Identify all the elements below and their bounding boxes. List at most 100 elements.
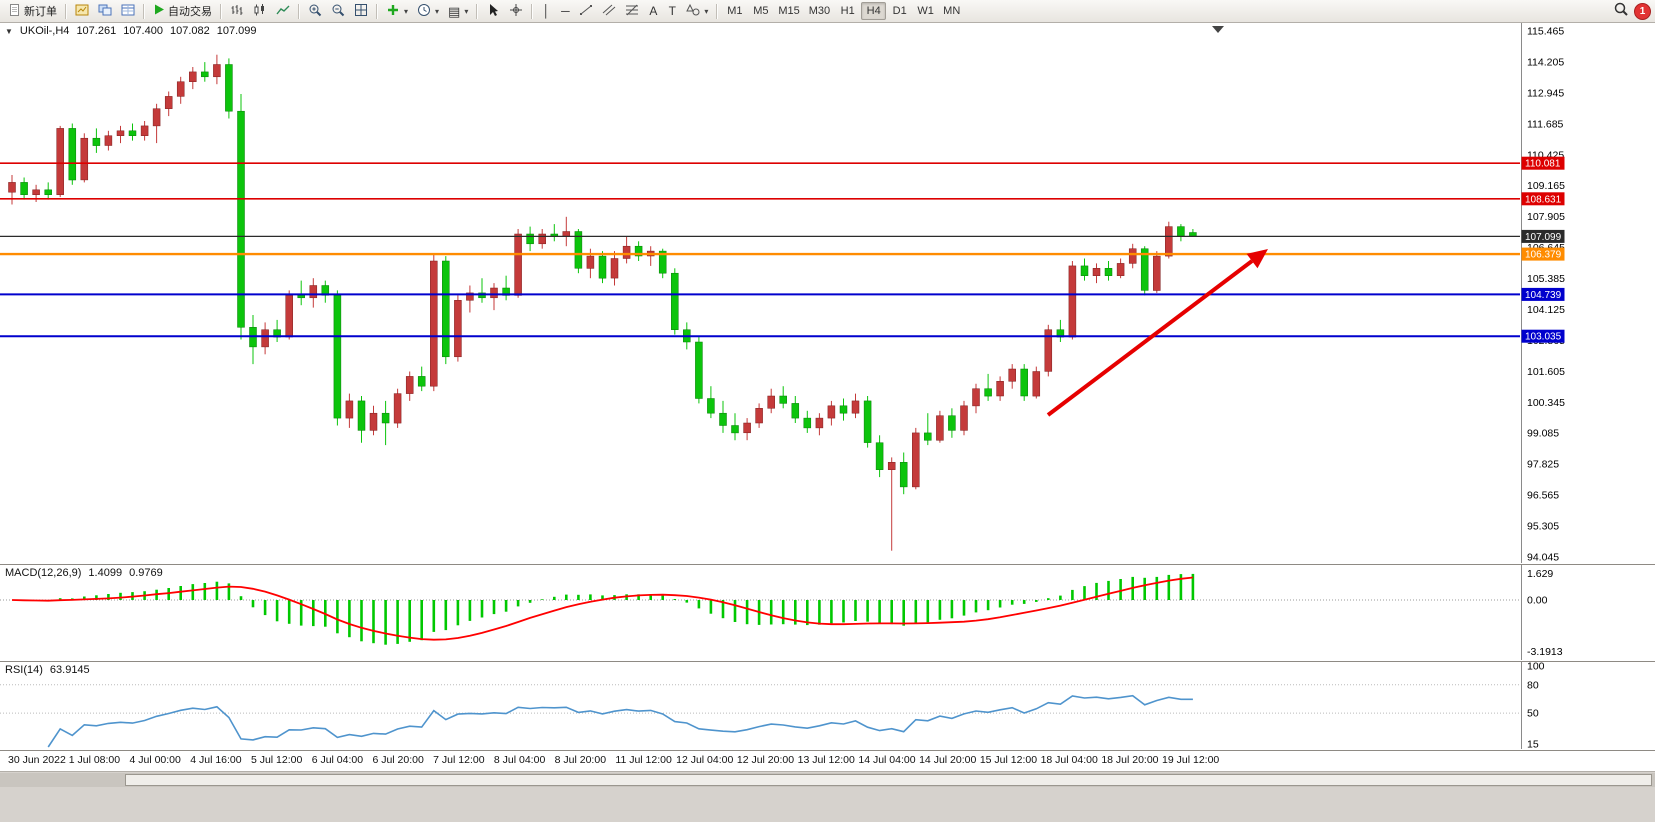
svg-text:109.165: 109.165 [1527,180,1565,192]
svg-text:100.345: 100.345 [1527,397,1565,409]
svg-text:-3.1913: -3.1913 [1527,646,1563,658]
svg-text:111.685: 111.685 [1527,118,1564,130]
line-chart-button[interactable] [272,2,294,20]
new-order-button[interactable]: 新订单 [4,2,61,20]
time-label: 8 Jul 20:00 [554,754,607,766]
chart-workspace: 115.465 114.205 112.945 111.685 110.425 109.1… [0,23,1655,822]
label-button[interactable]: T [663,2,681,20]
time-label: 8 Jul 04:00 [493,754,546,766]
cursor-icon [486,3,500,20]
new-chart-icon [75,3,89,20]
timeframe-h1[interactable]: H1 [835,2,860,20]
new-chart-button[interactable] [71,2,93,20]
svg-text:105.385: 105.385 [1527,273,1565,285]
svg-text:101.605: 101.605 [1527,366,1565,378]
templates-button[interactable]: ▤ ▾ [444,2,472,20]
time-label: 4 Jul 16:00 [190,754,242,766]
shapes-icon [686,3,700,20]
separator [476,3,479,19]
toolbar: 新订单 自动交易 ▾ ▾ ▤ ▾ │ ─ A T ▾ M1 M5 M15 M30 H1 H4… [0,0,1655,23]
timeframe-d1[interactable]: D1 [887,2,912,20]
indicators-button[interactable]: ▾ [382,2,412,20]
template-icon: ▤ [448,3,461,19]
crosshair-button[interactable] [505,2,527,20]
crosshair-icon [509,3,523,20]
shapes-button[interactable]: ▾ [682,2,712,20]
notification-badge[interactable]: 1 [1634,2,1651,20]
svg-text:106.379: 106.379 [1525,250,1562,261]
macd-panel: 1.629 0.00 -3.1913 MACD(12,26,9) 1.4099 0.… [0,565,1655,662]
svg-text:104.739: 104.739 [1525,290,1562,301]
time-label: 14 Jul 20:00 [919,754,977,766]
search-button[interactable] [1610,2,1633,20]
separator [65,3,67,19]
fibonacci-button[interactable] [621,2,643,20]
svg-text:112.945: 112.945 [1527,87,1564,99]
svg-text:80: 80 [1527,679,1539,691]
rsi-canvas[interactable]: 100 80 50 15 [0,662,1655,749]
separator [298,3,300,19]
horizontal-scrollbar[interactable] [0,773,1655,787]
chevron-down-icon: ▾ [464,6,469,16]
channel-button[interactable] [598,2,620,20]
time-label: 4 Jul 00:00 [129,754,181,766]
zoom-out-icon [331,3,345,20]
timeframe-m15[interactable]: M15 [774,2,803,20]
bar-chart-button[interactable] [226,2,248,20]
svg-text:15: 15 [1527,739,1539,750]
main-chart-canvas[interactable]: 115.465114.205112.945111.685110.425109.1… [0,23,1655,563]
svg-text:107.905: 107.905 [1527,211,1565,223]
timeframe-m1[interactable]: M1 [722,2,747,20]
tile-windows-button[interactable] [350,2,372,20]
svg-text:94.045: 94.045 [1527,552,1559,564]
trendline-button[interactable] [575,2,597,20]
text-tool-icon: A [649,4,658,18]
profiles-button[interactable] [94,2,116,20]
timeframe-group: M1 M5 M15 M30 H1 H4 D1 W1 MN [722,2,964,20]
vertical-line-button[interactable]: │ [537,2,555,20]
timeframe-h4[interactable]: H4 [861,2,887,20]
market-watch-icon [121,3,135,20]
periods-button[interactable]: ▾ [413,2,443,20]
time-label: 18 Jul 20:00 [1101,754,1159,766]
zoom-out-button[interactable] [327,2,349,20]
scrollbar-thumb[interactable] [125,774,1652,786]
time-label: 12 Jul 04:00 [676,754,734,766]
svg-text:107.099: 107.099 [1525,232,1562,243]
time-label: 1 Jul 08:00 [68,754,121,766]
time-label: 11 Jul 12:00 [615,754,672,766]
tile-windows-icon [354,3,368,20]
timeframe-m5[interactable]: M5 [748,2,773,20]
time-label: 6 Jul 20:00 [372,754,424,766]
time-axis[interactable]: 30 Jun 2022 1 Jul 08:00 4 Jul 00:00 4 Jul 1… [0,751,1655,772]
svg-text:1.629: 1.629 [1527,568,1553,580]
separator [376,3,378,19]
svg-text:95.305: 95.305 [1527,521,1559,533]
candlestick-chart-button[interactable] [249,2,271,20]
new-order-label: 新订单 [24,6,57,18]
market-watch-button[interactable] [117,2,139,20]
svg-text:0.00: 0.00 [1527,595,1548,607]
svg-text:50: 50 [1527,708,1539,720]
svg-text:97.825: 97.825 [1527,459,1559,471]
new-order-icon [8,3,21,20]
time-label: 30 Jun 2022 [8,754,66,766]
macd-canvas[interactable]: 1.629 0.00 -3.1913 [0,565,1655,660]
svg-text:96.565: 96.565 [1527,490,1559,502]
trendline-icon [579,3,593,20]
text-button[interactable]: A [644,2,662,20]
cursor-button[interactable] [482,2,504,20]
profiles-icon [98,3,112,20]
timeframe-m30[interactable]: M30 [805,2,834,20]
timeframe-mn[interactable]: MN [939,2,964,20]
rsi-panel: 100 80 50 15 RSI(14) 63.9145 [0,662,1655,751]
timeframe-w1[interactable]: W1 [913,2,938,20]
zoom-in-button[interactable] [304,2,326,20]
time-label: 7 Jul 12:00 [433,754,485,766]
vertical-line-icon: │ [542,4,551,18]
main-chart-panel: 115.465 114.205 112.945 111.685 110.425 109.1… [0,23,1655,565]
play-icon [153,3,165,19]
autotrading-button[interactable]: 自动交易 [149,2,216,20]
bottom-bar [0,772,1655,822]
horizontal-line-button[interactable]: ─ [556,2,574,20]
